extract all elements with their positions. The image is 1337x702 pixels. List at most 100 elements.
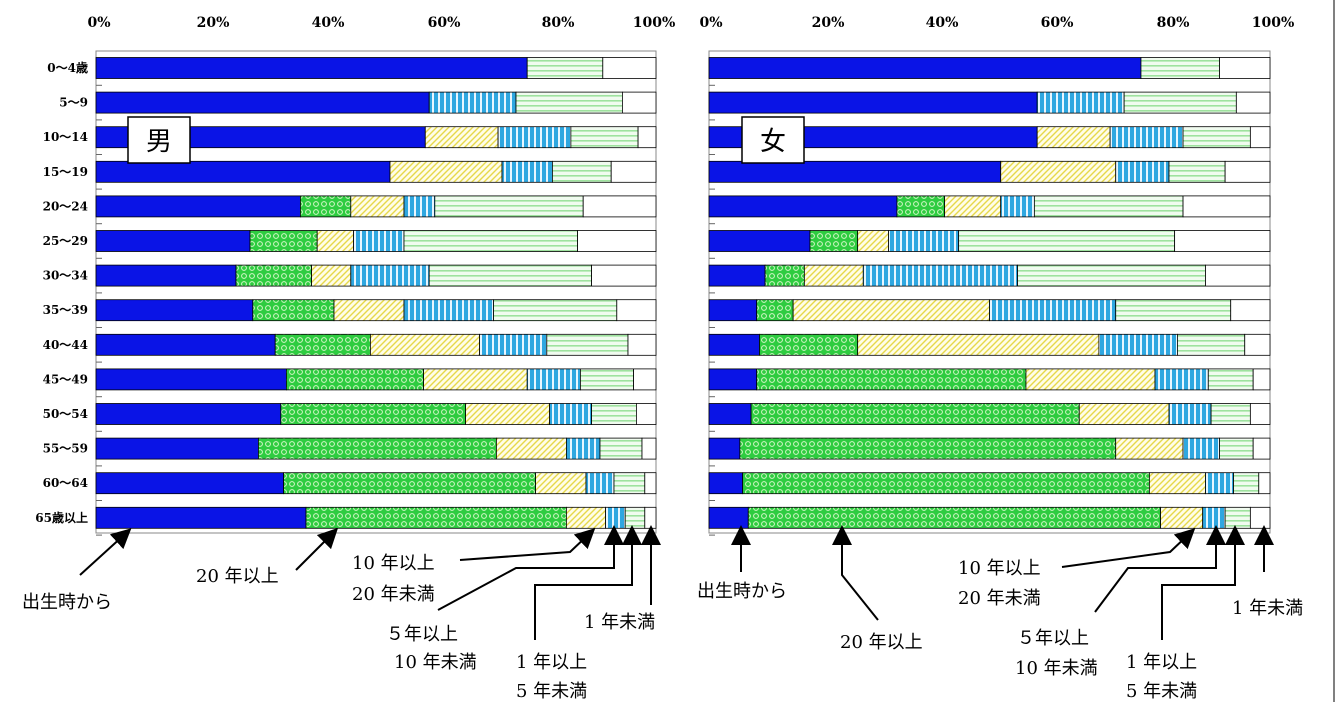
bar-segment-1-5 — [1033, 195, 1184, 218]
bar-segment-1-5 — [958, 230, 1176, 252]
bar-segment-birth — [95, 57, 528, 79]
panel-label-box — [127, 116, 191, 164]
arrow-5-10-male — [437, 525, 624, 611]
bar-segment-5-10 — [605, 506, 626, 529]
bar-segment-5-10 — [888, 230, 960, 252]
bar-segment-10-20 — [1160, 506, 1204, 529]
bar-segment-under1 — [1230, 299, 1271, 322]
bar-segment-10-20 — [369, 333, 480, 356]
bar-segment-20plus — [283, 472, 537, 495]
x-tick-label: 100% — [633, 15, 676, 31]
category-label: 30～34 — [43, 269, 88, 283]
bar-segment-20plus — [305, 506, 567, 529]
bar-segment-under1 — [637, 126, 657, 149]
callout-5-10-female-line2: 10 年未満 — [1015, 658, 1098, 679]
bar-segment-birth — [708, 403, 752, 425]
bar-segment-under1 — [641, 437, 657, 460]
callout-under1-male: 1 年未満 — [584, 612, 655, 633]
bar-segment-5-10 — [1000, 195, 1035, 218]
bar-segment-under1 — [1252, 437, 1271, 460]
bar-segment-under1 — [1219, 57, 1271, 79]
bar-segment-10-20 — [424, 126, 499, 149]
bar-segment-20plus — [756, 368, 1027, 391]
bar-segment-20plus — [764, 264, 805, 287]
bar-segment-5-10 — [428, 91, 517, 114]
bar-segment-under1 — [610, 160, 657, 183]
callout-10-20-female-line2: 20 年未満 — [958, 588, 1041, 609]
bar-segment-1-5 — [613, 472, 646, 495]
bar-segment-10-20 — [944, 195, 1002, 218]
bar-segment-birth — [708, 333, 760, 356]
bar-segment-under1 — [636, 403, 657, 425]
bar-segment-5-10 — [1154, 368, 1209, 391]
bar-segment-birth — [95, 437, 259, 460]
bar-segment-under1 — [1174, 230, 1271, 252]
bar-segment-under1 — [1249, 506, 1271, 529]
bar-segment-1-5 — [1210, 403, 1251, 425]
bar-segment-10-20 — [857, 230, 889, 252]
bar-segment-birth — [95, 160, 391, 183]
bar-segment-10-20 — [1036, 126, 1111, 149]
callout-1-5-male-line2: 5 年未満 — [516, 681, 587, 702]
category-label: 60～64 — [43, 476, 88, 490]
bar-segment-20plus — [249, 230, 318, 252]
bar-segment-1-5 — [1233, 472, 1260, 495]
bar-segment-birth — [708, 437, 741, 460]
category-label: 10～14 — [43, 130, 88, 144]
bar-segment-10-20 — [1148, 472, 1206, 495]
bar-segment-under1 — [633, 368, 657, 391]
bar-segment-birth — [708, 264, 766, 287]
callout-5-10-male-line1: ５年以上 — [386, 624, 458, 645]
category-label: 5～9 — [59, 96, 88, 110]
x-tick-label: 0% — [699, 15, 722, 31]
bar-segment-10-20 — [535, 472, 587, 495]
bar-segment-20plus — [756, 299, 794, 322]
bar-segment-birth — [708, 230, 811, 252]
callout-under1-female: 1 年未満 — [1232, 598, 1303, 619]
bar-segment-10-20 — [389, 160, 503, 183]
category-label: 50～54 — [43, 407, 88, 421]
bar-segment-birth — [708, 472, 744, 495]
x-tick-label: 100% — [1252, 15, 1295, 31]
bar-segment-10-20 — [333, 299, 405, 322]
callout-5-10-male-line2: 10 年未満 — [394, 652, 477, 673]
bar-segment-1-5 — [403, 230, 579, 252]
bar-segment-10-20 — [1078, 403, 1170, 425]
bar-segment-birth — [95, 333, 276, 356]
bar-segment-5-10 — [353, 230, 405, 252]
callouts-male: 出生時から 20 年以上 10 年以上 20 年未満 ５年以上 10 年未満 1… — [22, 525, 661, 702]
bar-segment-birth — [95, 403, 282, 425]
bar-segment-1-5 — [1177, 333, 1246, 356]
bar-segment-5-10 — [501, 160, 553, 183]
bar-segment-20plus — [750, 403, 1080, 425]
category-label: 0～4歳 — [47, 60, 88, 75]
panel-label: 女 — [760, 127, 786, 157]
arrow-1-5-female — [1161, 525, 1245, 640]
bar-segment-birth — [708, 91, 1038, 114]
bar-segment-1-5 — [599, 437, 643, 460]
bar-segment-5-10 — [526, 368, 581, 391]
bar-segment-under1 — [1182, 195, 1271, 218]
bar-segment-10-20 — [423, 368, 528, 391]
x-tick-label: 0% — [87, 15, 110, 31]
panel-label: 男 — [146, 127, 172, 157]
bar-segment-5-10 — [497, 126, 572, 149]
bar-segment-under1 — [1249, 126, 1271, 149]
x-tick-label: 20% — [812, 15, 845, 31]
bar-segment-under1 — [622, 91, 657, 114]
category-label: 25～29 — [43, 234, 88, 248]
bar-segment-under1 — [644, 472, 657, 495]
bar-segment-10-20 — [1025, 368, 1156, 391]
bar-segment-20plus — [742, 472, 1150, 495]
bar-segment-birth — [95, 91, 430, 114]
panel-female: 0% 20% 40% 60% 80% 100% 女 — [699, 15, 1295, 536]
bar-segment-5-10 — [479, 333, 548, 356]
bar-segment-10-20 — [495, 437, 567, 460]
category-label: 65歳以上 — [35, 510, 88, 525]
x-tick-label: 20% — [197, 15, 230, 31]
bar-segment-birth — [95, 472, 285, 495]
bar-segment-birth — [95, 299, 254, 322]
bar-segment-10-20 — [857, 333, 1100, 356]
callout-1-5-female-line2: 5 年未満 — [1126, 681, 1197, 702]
bar-segment-10-20 — [311, 264, 352, 287]
